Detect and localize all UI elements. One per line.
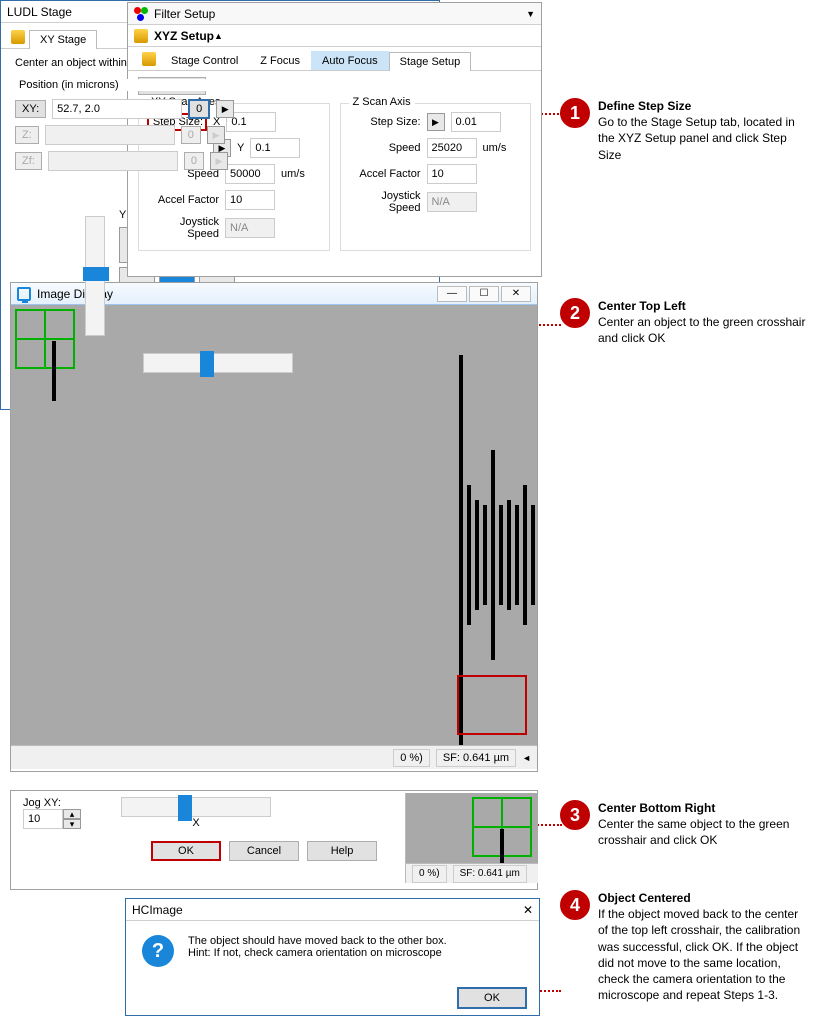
top-left-crosshair: [15, 309, 75, 369]
maximize-button[interactable]: ☐: [469, 286, 499, 302]
z-step-input[interactable]: [451, 112, 501, 132]
xy-zero-btn[interactable]: 0: [188, 99, 210, 119]
tab-auto-focus[interactable]: Auto Focus: [311, 51, 389, 70]
z-legend: Z Scan Axis: [349, 96, 415, 108]
filter-title: Filter Setup: [154, 7, 215, 21]
tab-icon: [142, 52, 156, 66]
expand-icon[interactable]: ▲: [214, 31, 223, 41]
hcimage-dialog: HCImage ✕ ? The object should have moved…: [125, 898, 540, 1016]
filter-titlebar: Filter Setup ▼: [128, 3, 541, 25]
zf-label-btn: Zf:: [15, 152, 42, 170]
jog-xy-input-2[interactable]: [23, 809, 63, 829]
tab-stage-control[interactable]: Stage Control: [160, 51, 249, 70]
hci-close-button[interactable]: ✕: [523, 903, 533, 917]
z-speed-input[interactable]: [427, 138, 477, 158]
xyz-icon: [134, 29, 148, 43]
close-button[interactable]: ✕: [501, 286, 531, 302]
target-box: [457, 675, 527, 735]
jog-up-2[interactable]: ▴: [63, 809, 81, 819]
xy-accel-input[interactable]: [225, 190, 275, 210]
xy-tab-icon: [11, 30, 25, 44]
hci-msg1: The object should have moved back to the…: [188, 935, 447, 947]
callout-1: 1 Define Step SizeGo to the Stage Setup …: [560, 98, 808, 163]
z-label-btn: Z:: [15, 126, 39, 144]
callout-3: 3 Center Bottom RightCenter the same obj…: [560, 800, 808, 849]
xy-joy-input: [225, 218, 275, 238]
status-bar: 0 %) SF: 0.641 µm ◄: [11, 745, 537, 769]
hci-ok-button[interactable]: OK: [457, 987, 527, 1009]
y-step-input[interactable]: [250, 138, 300, 158]
collapse-icon[interactable]: ▼: [526, 9, 535, 19]
minimize-button[interactable]: —: [437, 286, 467, 302]
callout-4: 4 Object CenteredIf the object moved bac…: [560, 890, 808, 1003]
xy-pos-input[interactable]: [52, 99, 182, 119]
question-icon: ?: [142, 935, 174, 967]
xy-label-btn[interactable]: XY:: [15, 100, 46, 118]
filter-icon: [134, 7, 148, 21]
tab-stage-setup[interactable]: Stage Setup: [389, 52, 472, 71]
snippet-cancel-button[interactable]: Cancel: [229, 841, 299, 861]
hci-title: HCImage: [132, 903, 183, 917]
jog-down-2[interactable]: ▾: [63, 819, 81, 829]
monitor-icon: [17, 287, 31, 301]
zf-pos-input: [48, 151, 178, 171]
tab-z-focus[interactable]: Z Focus: [249, 51, 311, 70]
xy-go-button[interactable]: ▶: [216, 100, 234, 118]
x-slider[interactable]: [143, 353, 293, 373]
x-slider-2[interactable]: [121, 797, 271, 817]
z-pos-input: [45, 125, 175, 145]
z-play-button[interactable]: ▶: [427, 113, 445, 131]
status-pct: 0 %): [393, 749, 430, 767]
xyz-subtitle: XYZ Setup ▲: [128, 25, 541, 47]
ludl-title: LUDL Stage: [7, 5, 72, 19]
bottom-canvas: 0 %) SF: 0.641 µm: [405, 793, 538, 883]
y-slider[interactable]: [85, 216, 105, 336]
hci-msg2: Hint: If not, check camera orientation o…: [188, 947, 447, 959]
z-joy-input: [427, 192, 477, 212]
status-sf: SF: 0.641 µm: [436, 749, 516, 767]
snippet-help-button[interactable]: Help: [307, 841, 377, 861]
callout-2: 2 Center Top LeftCenter an object to the…: [560, 298, 808, 347]
z-accel-input[interactable]: [427, 164, 477, 184]
tab-xy-stage[interactable]: XY Stage: [29, 30, 97, 49]
snippet-ok-button[interactable]: OK: [151, 841, 221, 861]
